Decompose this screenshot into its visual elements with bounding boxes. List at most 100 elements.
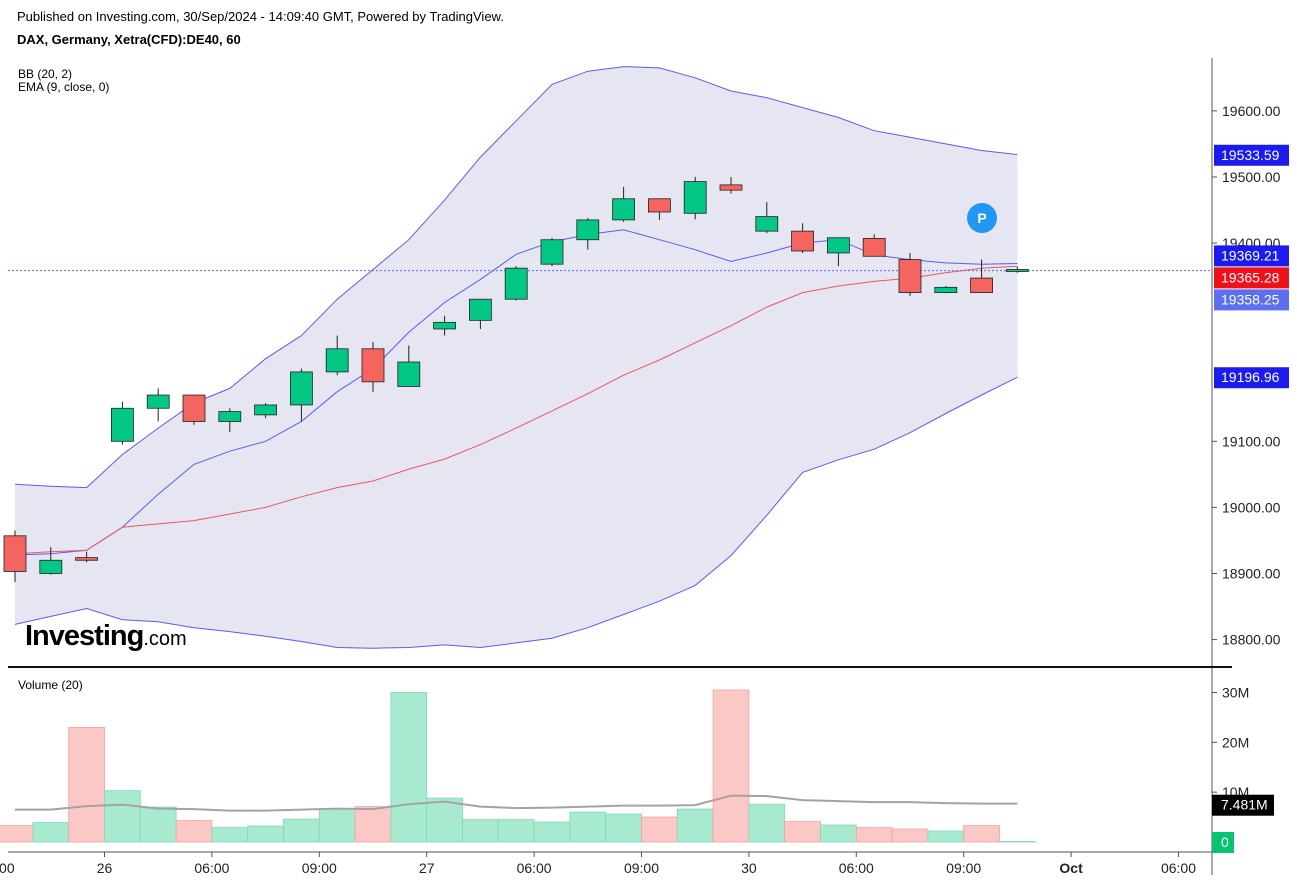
- price-badge: [1214, 367, 1289, 389]
- price-badge: [1214, 245, 1289, 267]
- bb-upper-line: [14, 66, 1018, 489]
- volume-bar: [0, 825, 34, 843]
- time-tick-label: 26: [97, 860, 113, 876]
- volume-tick-label: 20M: [1222, 734, 1249, 750]
- time-tick-label: 09:00: [624, 860, 659, 876]
- published-note: Published on Investing.com, 30/Sep/2024 …: [17, 9, 504, 24]
- time-tick-label: Oct: [1059, 860, 1083, 876]
- bb-indicator-label[interactable]: BB (20, 2): [18, 67, 73, 81]
- candle-body: [540, 239, 564, 265]
- volume-bar: [569, 811, 607, 843]
- candle-body: [719, 184, 743, 191]
- candle-body: [39, 559, 63, 574]
- time-tick-label: 06:00: [517, 860, 552, 876]
- candle-body: [504, 267, 528, 300]
- volume-bar: [676, 808, 714, 843]
- volume-badge: [1212, 832, 1234, 853]
- volume-bar: [426, 797, 463, 843]
- price-badge-label: 19365.28: [1221, 269, 1280, 285]
- time-tick-label: 27: [419, 860, 435, 876]
- band-fill: [15, 66, 1018, 649]
- volume-bar: [247, 825, 284, 843]
- volume-bar: [497, 819, 535, 843]
- candle-body: [827, 237, 850, 254]
- volume-bar: [605, 813, 642, 843]
- ema-line: [14, 265, 1018, 555]
- time-tick-label: 06:00: [194, 860, 229, 876]
- candle-body: [1006, 269, 1029, 272]
- candle-body: [361, 348, 385, 383]
- candle-body: [791, 230, 814, 252]
- volume-bar: [462, 819, 499, 843]
- candle-body: [755, 216, 779, 232]
- price-badge: [1214, 267, 1289, 289]
- ema-indicator-label[interactable]: EMA (9, close, 0): [18, 80, 110, 94]
- volume-average-line: [15, 794, 1018, 812]
- volume-bar: [390, 692, 428, 843]
- axis-ticks: 19600.0019500.0019400.0019100.0019000.00…: [0, 103, 1281, 876]
- volume-bar: [32, 822, 70, 843]
- price-tick-label: 19600.00: [1222, 103, 1281, 119]
- candle-body: [433, 321, 457, 330]
- candle-body: [254, 404, 278, 416]
- candle-body: [862, 238, 886, 257]
- volume-bar: [139, 806, 177, 843]
- volume-bar: [820, 824, 857, 843]
- volume-bar: [855, 827, 893, 843]
- volume-bar: [211, 827, 249, 843]
- volume-bar: [68, 726, 105, 843]
- volume-bar: [748, 803, 786, 843]
- candle-body: [218, 411, 242, 422]
- volume-indicator-label[interactable]: Volume (20): [18, 678, 83, 692]
- price-tick-label: 18900.00: [1222, 565, 1281, 581]
- price-badge-label: 19369.21: [1221, 247, 1280, 263]
- volume-bar: [712, 689, 750, 843]
- candle-body: [576, 219, 600, 241]
- instrument-title: DAX, Germany, Xetra(CFD):DE40, 60: [17, 32, 241, 47]
- candles: [3, 176, 1029, 583]
- price-tick-label: 19100.00: [1222, 433, 1281, 449]
- candle-body: [898, 259, 922, 294]
- price-tick-label: 19000.00: [1222, 499, 1281, 515]
- marker-badge[interactable]: P: [967, 203, 997, 233]
- volume-bar: [354, 806, 392, 843]
- volume-bar: [533, 821, 571, 843]
- indicator-lines: [8, 66, 1212, 649]
- candle-body: [325, 348, 349, 373]
- volume-tick-label: 30M: [1222, 684, 1249, 700]
- candle-body: [289, 371, 313, 406]
- volume-bar: [318, 808, 356, 843]
- time-tick-label: 30: [741, 860, 757, 876]
- candle-body: [468, 298, 492, 321]
- volume-bar: [927, 830, 965, 843]
- candle-body: [111, 407, 134, 442]
- time-tick-label: 09:00: [302, 860, 337, 876]
- time-tick-label: 09:00: [0, 860, 15, 876]
- volume-bar: [784, 821, 821, 843]
- candle-body: [397, 361, 421, 387]
- bb-lower-line: [14, 376, 1018, 649]
- price-badge-label: 19533.59: [1221, 147, 1280, 163]
- bb-basis-line: [14, 229, 1018, 556]
- price-badge: [1214, 144, 1289, 166]
- volume-bar: [963, 825, 1000, 843]
- candle-body: [3, 535, 27, 572]
- candle-body: [146, 394, 170, 409]
- price-badge-label: 19196.96: [1221, 369, 1280, 385]
- candle-body: [934, 286, 958, 294]
- bollinger-band: [15, 66, 1018, 649]
- time-tick-label: 06:00: [1161, 860, 1196, 876]
- candle-body: [75, 557, 98, 561]
- price-tick-label: 19500.00: [1222, 169, 1281, 185]
- volume-bar: [283, 818, 320, 843]
- time-tick-label: 06:00: [839, 860, 874, 876]
- price-badge: [1214, 289, 1289, 311]
- investing-logo: Investing.com: [25, 620, 187, 652]
- time-tick-label: 09:00: [946, 860, 981, 876]
- volume-bar: [641, 816, 678, 843]
- candle-body: [970, 277, 993, 294]
- price-tick-label: 18800.00: [1222, 632, 1281, 648]
- volume-badge: [1212, 794, 1274, 816]
- volume-badge-label: 0: [1221, 834, 1229, 850]
